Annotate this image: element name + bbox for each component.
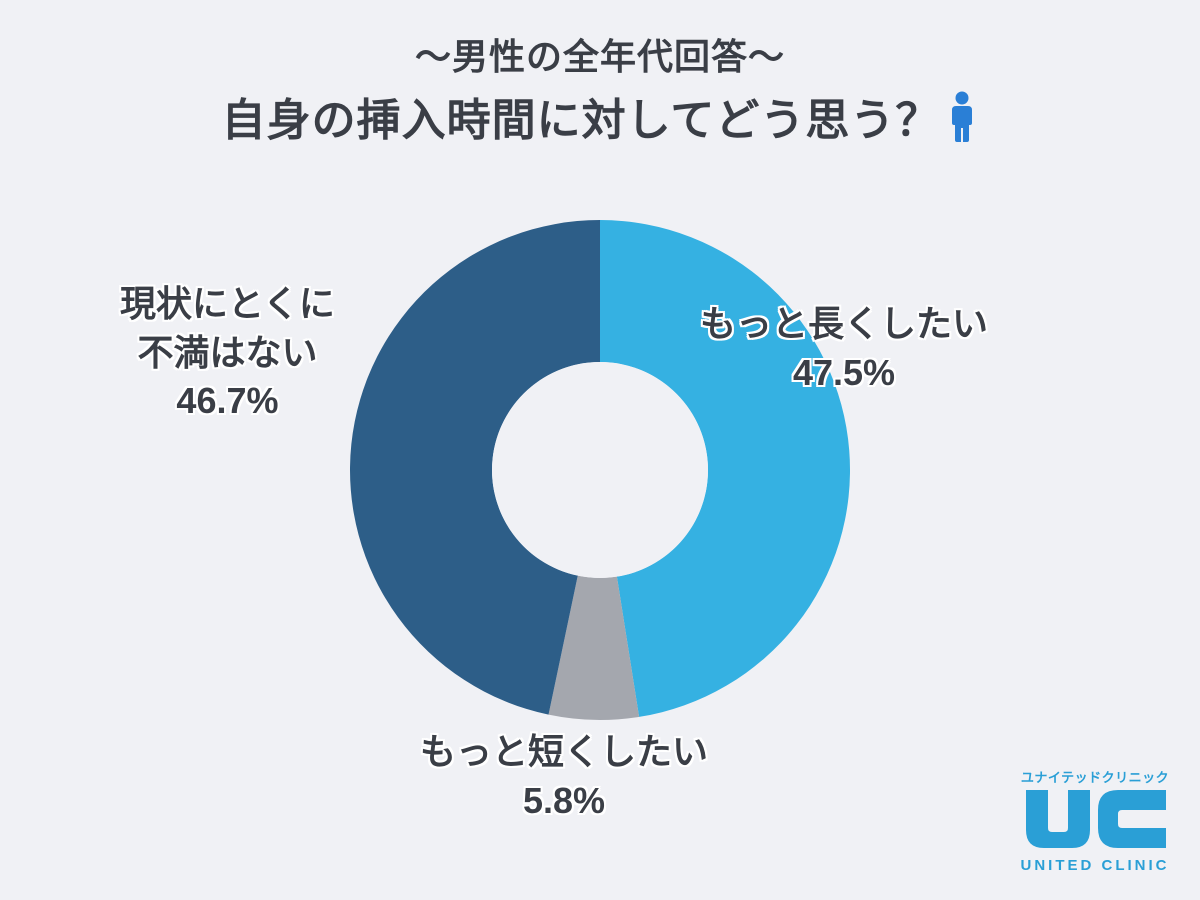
logo-en: UNITED CLINIC [1020, 857, 1170, 874]
subtitle: 〜男性の全年代回答〜 [0, 28, 1200, 80]
title-row: 自身の挿入時間に対してどう思う？ [0, 84, 1200, 148]
slice-label-satisfied: 現状にとくに 不満はない 46.7% [120, 280, 335, 426]
male-icon [946, 90, 978, 142]
logo-mark-icon [1020, 788, 1170, 850]
logo-kana: ユナイテッドクリニック [1020, 767, 1170, 786]
donut-chart [340, 210, 860, 730]
slice-label-longer: もっと長くしたい 47.5% [700, 300, 988, 397]
brand-logo: ユナイテッドクリニック UNITED CLINIC [1020, 767, 1170, 874]
donut-hole [492, 362, 708, 578]
slice-label-shorter: もっと短くしたい 5.8% [420, 728, 708, 825]
title-area: 〜男性の全年代回答〜 自身の挿入時間に対してどう思う？ [0, 0, 1200, 148]
title: 自身の挿入時間に対してどう思う？ [222, 84, 941, 148]
